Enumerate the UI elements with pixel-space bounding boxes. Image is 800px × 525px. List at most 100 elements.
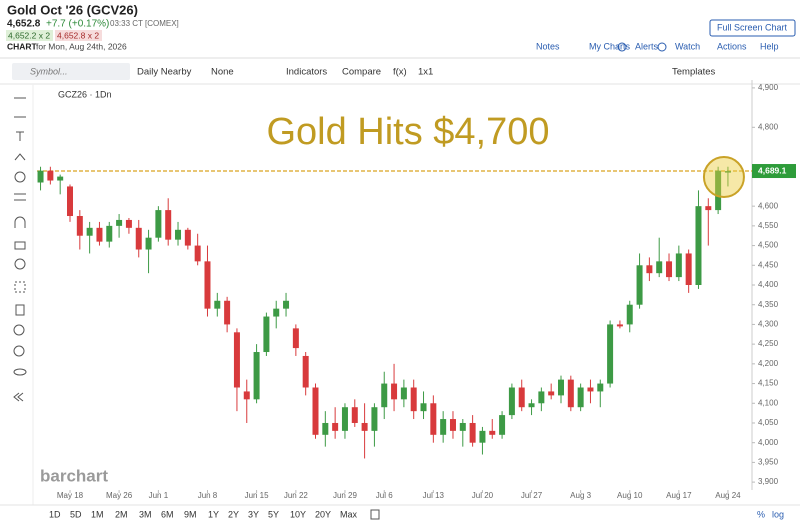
y-tick-label: 4,150	[758, 379, 779, 388]
candle-body	[76, 216, 83, 236]
symbol-input[interactable]	[12, 63, 130, 80]
timeframe-button[interactable]: 3Y	[248, 509, 259, 519]
candle-body	[597, 383, 604, 392]
candle-body	[253, 352, 260, 400]
timeframe-button[interactable]: 1D	[49, 509, 61, 519]
ask: 4,652.8 x 2	[57, 30, 99, 40]
candle-body	[273, 308, 280, 317]
calendar-icon[interactable]	[370, 509, 380, 520]
templates-button[interactable]: Templates	[672, 67, 716, 78]
y-tick-label: 4,400	[758, 280, 779, 289]
full-screen-button[interactable]	[709, 19, 796, 37]
last-price: 4,652.8	[7, 19, 41, 30]
candle-body	[243, 391, 250, 400]
annotation: Gold Hits $4,700	[266, 111, 549, 153]
timeframe-button[interactable]: 5Y	[268, 509, 279, 519]
candle-body	[646, 265, 653, 274]
x-tick-label: Aug 3	[570, 491, 591, 500]
candle-body	[194, 245, 201, 262]
icon	[657, 42, 667, 52]
scale-option[interactable]: %	[757, 509, 765, 519]
header-link[interactable]: Actions	[717, 41, 747, 51]
y-tick-label: 4,250	[758, 339, 779, 348]
candle-body	[508, 387, 515, 416]
candle-body	[518, 387, 525, 408]
candle-body	[626, 304, 633, 325]
timeframe-button[interactable]: 1Y	[208, 509, 219, 519]
timeframe-button[interactable]: 2Y	[228, 509, 239, 519]
candle-body	[616, 324, 623, 327]
y-tick-label: 4,550	[758, 221, 779, 230]
candle-body	[459, 422, 466, 431]
candle-body	[567, 379, 574, 408]
full-screen-label[interactable]: Full Screen Chart	[717, 22, 788, 32]
candle-body	[86, 227, 93, 236]
instrument-title: Gold Oct '26 (GCV26)	[7, 2, 138, 17]
header-link[interactable]: My Charts	[589, 41, 631, 51]
y-tick-label: 4,200	[758, 359, 779, 368]
candle-body	[283, 300, 290, 309]
candle-body	[400, 387, 407, 400]
candle-body	[499, 415, 506, 435]
candle-body	[165, 210, 172, 240]
timeframe-button[interactable]: 10Y	[290, 509, 306, 519]
header-link[interactable]: Watch	[675, 41, 700, 51]
x-tick-label: Jun 15	[245, 491, 270, 500]
candle-body	[558, 379, 564, 396]
candle-body	[37, 170, 44, 183]
y-tick-label: 3,900	[758, 477, 779, 486]
header-link[interactable]: Help	[760, 41, 779, 51]
toolbar-item[interactable]: 1x1	[418, 67, 433, 78]
toolbar-item[interactable]: Compare	[342, 67, 381, 78]
candle-body	[724, 171, 731, 173]
candle-body	[695, 206, 702, 285]
toolbar-item[interactable]: f(x)	[393, 67, 407, 78]
x-tick-label: Jul 27	[521, 491, 543, 500]
candle-body	[469, 422, 476, 443]
timeframe-button[interactable]: 5D	[70, 509, 82, 519]
toolbar-item[interactable]: None	[211, 67, 234, 78]
watermark: barchart	[40, 466, 108, 485]
timeframe-button[interactable]: 1M	[91, 509, 104, 519]
candle-body	[204, 261, 211, 309]
candle-body	[125, 219, 132, 228]
candle-body	[175, 229, 182, 240]
candle-body	[636, 265, 643, 305]
x-tick-label: Aug 24	[715, 491, 741, 500]
candle-body	[528, 403, 535, 408]
candle-body	[332, 422, 339, 431]
candle-body	[685, 253, 692, 285]
y-tick-label: 3,950	[758, 458, 779, 467]
toolbar-item[interactable]: Daily Nearby	[137, 67, 192, 78]
candle-body	[656, 261, 663, 274]
highlight-circle	[702, 156, 745, 199]
timeframe-button[interactable]: Max	[340, 509, 358, 519]
x-tick-label: Jul 13	[423, 491, 445, 500]
drawing-tools	[13, 97, 27, 402]
candle-body	[420, 403, 427, 412]
candle-body	[440, 419, 447, 435]
candle-body	[47, 170, 54, 181]
scale-option[interactable]: log	[772, 509, 784, 519]
candle-body	[145, 237, 152, 250]
x-tick-label: May 26	[106, 491, 133, 500]
price-change: +7.7 (+0.17%)	[46, 19, 109, 30]
timeframe-button[interactable]: 20Y	[315, 509, 331, 519]
candle-body	[67, 186, 73, 217]
toolbar-item[interactable]: Indicators	[286, 67, 327, 78]
candle-body	[666, 261, 673, 278]
chart-date: for Mon, Aug 24th, 2026	[36, 41, 127, 51]
candle-body	[577, 387, 584, 408]
candle-body	[233, 332, 240, 388]
symbol-placeholder[interactable]: Symbol...	[30, 66, 68, 76]
header-link[interactable]: Alerts	[635, 41, 659, 51]
timeframe-button[interactable]: 6M	[161, 509, 174, 519]
x-tick-label: May 18	[57, 491, 84, 500]
header-link[interactable]: Notes	[536, 41, 560, 51]
candle-body	[341, 407, 348, 431]
timeframe-button[interactable]: 3M	[139, 509, 152, 519]
last-price-box	[752, 164, 796, 179]
timeframe-button[interactable]: 2M	[115, 509, 128, 519]
timeframe-button[interactable]: 9M	[184, 509, 197, 519]
